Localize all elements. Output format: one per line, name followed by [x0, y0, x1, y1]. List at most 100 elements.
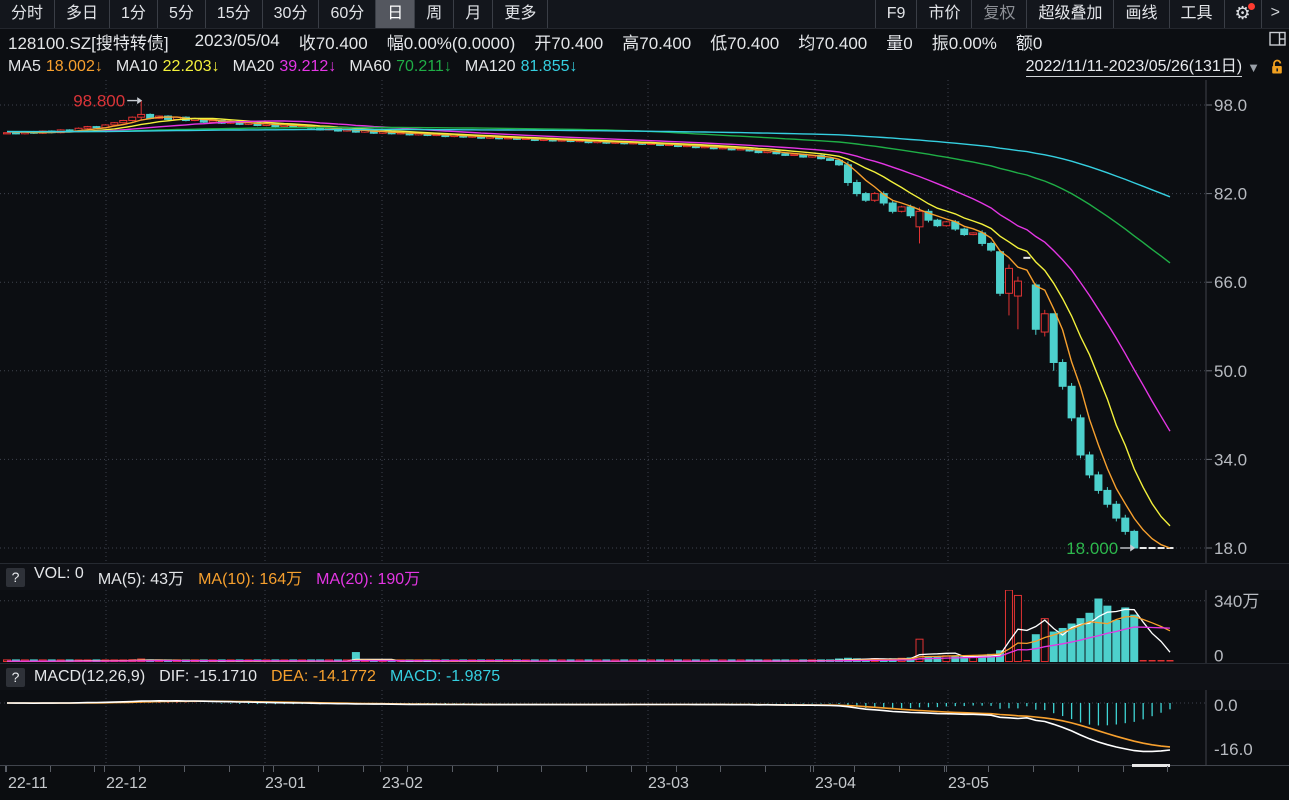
volume-chart[interactable]: 340万 0 — [0, 590, 1289, 663]
tab-15分[interactable]: 15分 — [206, 0, 263, 28]
quote-field-收: 收70.400 — [299, 29, 368, 54]
axis-tick — [94, 766, 96, 772]
macd-header-item-3: MACD: -1.9875 — [389, 668, 501, 685]
tab-周[interactable]: 周 — [415, 0, 455, 28]
axis-label-23-04: 23-04 — [815, 775, 856, 792]
axis-tick-month — [646, 766, 647, 772]
axis-tick — [317, 766, 319, 772]
tab-60分[interactable]: 60分 — [319, 0, 377, 28]
time-axis[interactable]: 22-11 22-12 23-01 23-02 23-03 23-04 23-05 — [0, 764, 1289, 800]
settings-gear-icon[interactable]: ⚙ — [1223, 0, 1261, 28]
axis-label-23-05: 23-05 — [948, 775, 989, 792]
axis-scroll-indicator[interactable] — [1132, 764, 1170, 767]
quote-field-label: 高 — [622, 33, 640, 53]
quote-fields: 收70.400 幅0.00%(0.0000) 开70.400 高70.400 低70.4… — [299, 29, 1062, 54]
tab-分时[interactable]: 分时 — [0, 0, 56, 28]
quote-bar: 128100.SZ[搜特转债] 2023/05/04 收70.400 幅0.00%… — [0, 28, 1289, 54]
volume-header: ? VOL: 0 MA(5): 43万 MA(10): 164万 MA(20): 19… — [0, 563, 1289, 590]
quote-field-value: 70.400 — [639, 33, 692, 53]
axis-label-23-01: 23-01 — [265, 775, 306, 792]
axis-tick — [1033, 766, 1035, 772]
quote-field-label: 幅 — [386, 33, 404, 53]
date-range-selector[interactable]: 2022/11/11-2023/05/26(131日) — [1025, 58, 1243, 77]
toolbar-button-市价[interactable]: 市价 — [916, 0, 971, 28]
axis-tick — [228, 766, 230, 772]
macd-header-item-0: MACD(12,26,9) — [34, 668, 146, 685]
toolbar-button-F9[interactable]: F9 — [874, 0, 917, 28]
axis-tick — [49, 766, 51, 772]
period-toolbar: 分时 多日 1分 5分 15分 30分 60分日周月更多 F9 市价 复权 超级叠加 画线 工具 ⚙ … — [0, 0, 1289, 29]
axis-tick — [988, 766, 990, 772]
axis-label-23-03: 23-03 — [648, 775, 689, 792]
axis-tick-month — [946, 766, 947, 772]
ma-label-MA5: MA5 — [8, 58, 41, 75]
symbol-name[interactable]: 128100.SZ[搜特转债] — [8, 33, 169, 53]
quote-field-均: 均70.400 — [798, 29, 867, 54]
axis-tick — [854, 766, 856, 772]
tab-多日[interactable]: 多日 — [55, 0, 111, 28]
macd-header-item-1: DIF: -15.1710 — [159, 668, 257, 685]
quote-field-value: 70.400 — [815, 33, 868, 53]
range-lock-icon[interactable] — [1270, 59, 1285, 75]
vol-header-item-3: MA(20): 190万 — [316, 571, 421, 588]
toolbar-button-超级叠加[interactable]: 超级叠加 — [1026, 0, 1113, 28]
ma-values: MA5 18.002↓ MA10 22.203↓ MA20 39.212↓ MA60 70.2… — [8, 58, 591, 76]
axis-tick — [541, 766, 543, 772]
quote-field-value: 70.400 — [551, 33, 604, 53]
quote-field-label: 收 — [298, 33, 316, 53]
axis-tick-month — [813, 766, 814, 772]
price-annotation-18.000: 18.000 — [1066, 539, 1118, 558]
toolbar-button-工具[interactable]: 工具 — [1168, 0, 1224, 28]
tab-30分[interactable]: 30分 — [263, 0, 320, 28]
notification-dot — [1247, 3, 1255, 10]
axis-label-22-12: 22-12 — [106, 775, 147, 792]
ma-label-MA10: MA10 — [115, 58, 158, 75]
quote-field-label: 振 — [931, 33, 949, 53]
svg-text:-16.0: -16.0 — [1214, 740, 1253, 759]
ma-value-MA5: 18.002↓ — [45, 58, 103, 75]
svg-text:82.0: 82.0 — [1214, 185, 1247, 204]
candlestick-chart[interactable]: 98.0 82.0 66.0 50.0 34.0 18.0 98.800 18.000 — [0, 80, 1289, 563]
quote-field-value: 70.400 — [315, 33, 368, 53]
ma-value-MA60: 70.211↓ — [396, 58, 452, 75]
tab-5分[interactable]: 5分 — [158, 0, 206, 28]
tab-日[interactable]: 日 — [376, 0, 416, 28]
range-dropdown-caret-icon[interactable]: ▼ — [1247, 59, 1260, 75]
axis-tick — [809, 766, 811, 772]
macd-header: ? MACD(12,26,9) DIF: -15.1710 DEA: -14.177… — [0, 663, 1289, 690]
axis-tick — [764, 766, 766, 772]
vol-header-item-2: MA(10): 164万 — [198, 571, 303, 588]
svg-text:98.0: 98.0 — [1214, 96, 1247, 115]
toolbar-button-画线[interactable]: 画线 — [1113, 0, 1168, 28]
quote-field-label: 均 — [798, 33, 816, 53]
quote-field-振: 振0.00% — [932, 29, 997, 54]
axis-tick — [899, 766, 900, 772]
quote-field-value: 0.00% — [948, 33, 997, 53]
panel-layout-icon[interactable] — [1269, 31, 1287, 52]
quote-field-label: 额 — [1015, 33, 1033, 53]
axis-tick — [1077, 766, 1079, 772]
macd-help-icon[interactable]: ? — [6, 667, 25, 687]
quote-field-label: 开 — [534, 33, 552, 53]
svg-text:50.0: 50.0 — [1214, 362, 1247, 381]
vol-header-item-1: MA(5): 43万 — [97, 571, 185, 588]
tab-更多[interactable]: 更多 — [493, 0, 549, 28]
macd-chart[interactable]: 0.0 -16.0 — [0, 690, 1289, 765]
axis-tick — [5, 766, 6, 772]
axis-tick — [1167, 766, 1169, 772]
axis-tick — [630, 766, 632, 772]
svg-text:66.0: 66.0 — [1214, 273, 1247, 292]
axis-label-22-11: 22-11 — [8, 775, 48, 792]
toolbar-expand-chevron-icon[interactable]: > — [1260, 0, 1289, 28]
quote-field-幅: 幅0.00%(0.0000) — [387, 29, 516, 54]
volume-help-icon[interactable]: ? — [6, 567, 25, 587]
quote-field-低: 低70.400 — [710, 29, 779, 54]
ma-label-MA60: MA60 — [349, 58, 392, 75]
svg-text:340万: 340万 — [1214, 592, 1259, 611]
tab-1分[interactable]: 1分 — [110, 0, 158, 28]
tab-月[interactable]: 月 — [454, 0, 494, 28]
vol-header-item-0: VOL: 0 — [34, 565, 84, 582]
quote-field-高: 高70.400 — [622, 29, 691, 54]
toolbar-button-复权[interactable]: 复权 — [971, 0, 1026, 28]
